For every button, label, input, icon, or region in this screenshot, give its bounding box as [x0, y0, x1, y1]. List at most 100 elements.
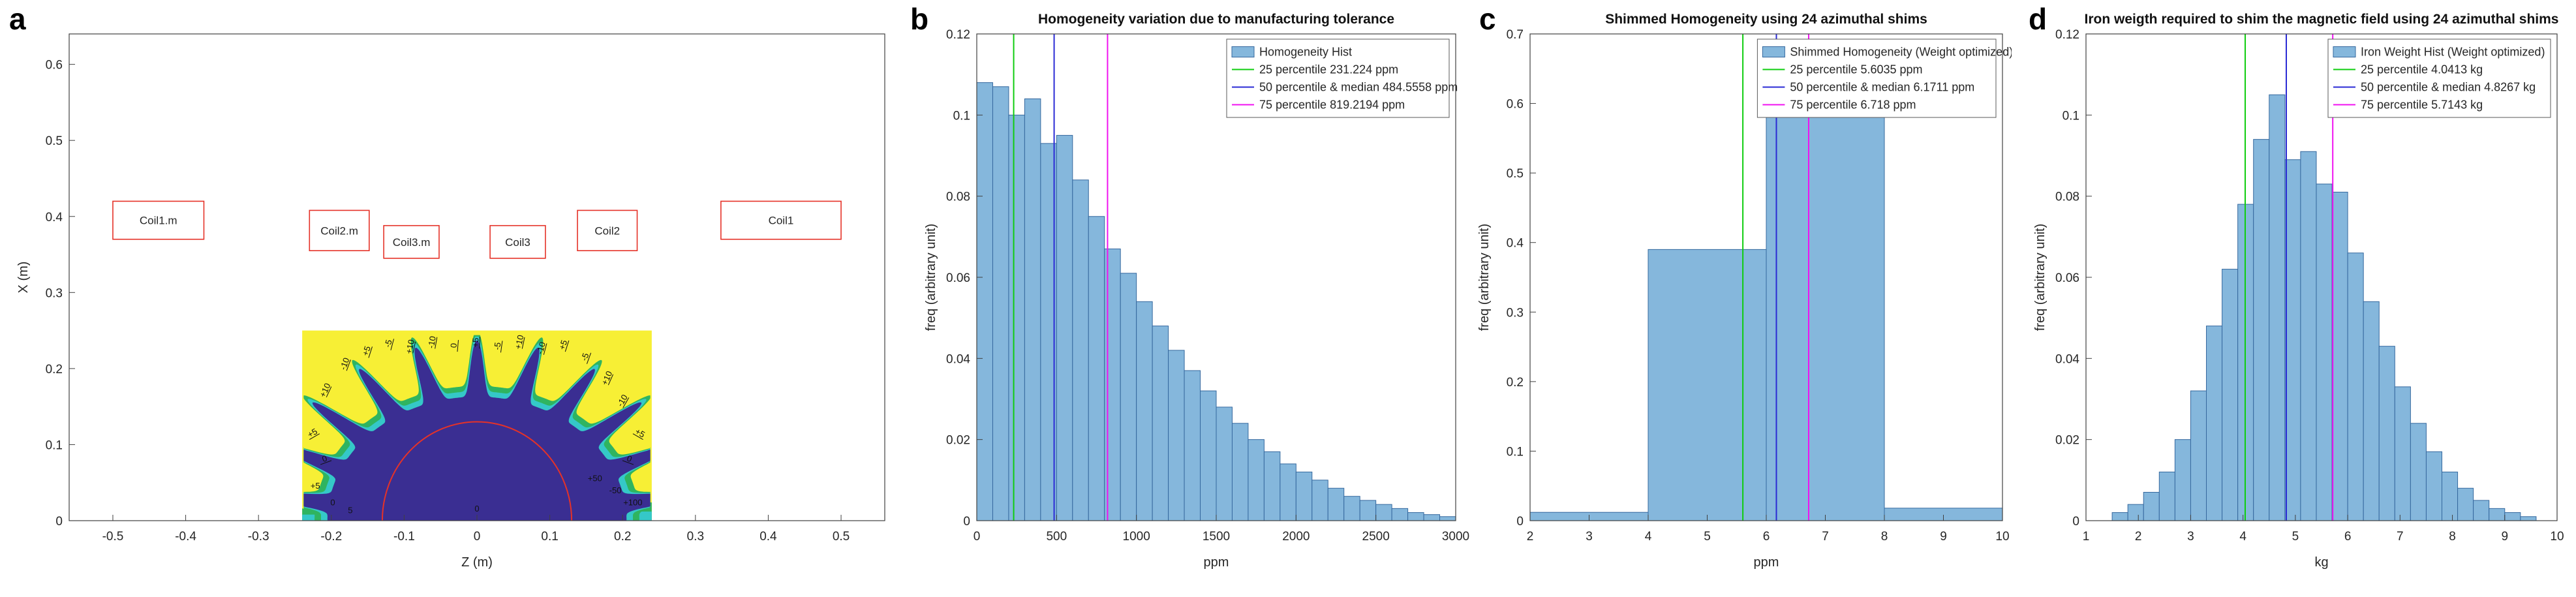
contour-label: -50 [609, 485, 622, 495]
histogram-bar [1295, 471, 1313, 521]
y-tick-label: 0.4 [1507, 237, 1524, 251]
x-axis-label: ppm [1754, 555, 1779, 570]
histogram-bar [2190, 390, 2207, 521]
histogram-bar [992, 86, 1009, 521]
x-tick-label: 3 [1586, 530, 1593, 543]
svg-text:+10: +10 [404, 339, 416, 355]
coil-outline [720, 200, 842, 240]
x-tick-label: 3 [2187, 530, 2194, 543]
legend-label: 25 percentile 5.6035 ppm [1790, 63, 1922, 76]
svg-text:+5: +5 [311, 481, 320, 491]
contour-label: -5 [492, 341, 502, 353]
y-tick-label: 0.3 [1507, 306, 1524, 320]
svg-text:0: 0 [626, 453, 634, 465]
histogram-bar [1766, 117, 1885, 521]
histogram-bar [1008, 114, 1025, 521]
y-tick-label: 0 [1516, 515, 1524, 528]
histogram-bar [976, 82, 993, 521]
x-tick-label: -0.4 [175, 530, 196, 543]
contour-label: +5 [557, 339, 570, 352]
histogram-bar [1375, 504, 1392, 521]
histogram-bar [2363, 301, 2380, 521]
y-axis-label: X (m) [16, 262, 31, 294]
x-tick-label: 7 [2397, 530, 2404, 543]
contour-label: +50 [588, 473, 602, 483]
contour-label: +5 [470, 337, 481, 349]
histogram-bar [2442, 471, 2459, 521]
legend-label: 25 percentile 4.0413 kg [2361, 63, 2483, 76]
histogram-bar [1280, 463, 1296, 521]
svg-text:-10: -10 [338, 356, 352, 371]
histogram-bar [2331, 191, 2348, 521]
x-tick-label: 5 [2292, 530, 2299, 543]
contour-label: +10 [404, 339, 416, 355]
svg-text:+5: +5 [470, 337, 481, 347]
contour-label: +5 [311, 481, 320, 491]
histogram-bar [2143, 491, 2160, 521]
svg-text:+50: +50 [588, 473, 602, 483]
legend-label: 25 percentile 231.224 ppm [1259, 63, 1398, 76]
y-tick-label: 0.5 [1507, 167, 1524, 181]
coil-label: Coil1.m [140, 215, 177, 227]
contour-label: +100 [623, 498, 642, 508]
legend: Shimmed Homogeneity (Weight optimized) 25… [1756, 38, 2012, 118]
coil-outline [489, 224, 546, 259]
x-tick-label: 0 [474, 530, 481, 543]
y-tick-label: 0.7 [1507, 28, 1524, 42]
coil-label: Coil1 [769, 215, 794, 227]
svg-text:0: 0 [330, 498, 335, 508]
coil-label: Coil2 [594, 224, 620, 237]
histogram-bars [976, 82, 1456, 521]
histogram-bar [2378, 346, 2395, 521]
legend-label: Iron Weight Hist (Weight optimized) [2361, 46, 2545, 59]
panel-letter-a: a [9, 2, 26, 36]
svg-text:+5: +5 [634, 426, 647, 439]
coil-outline [577, 209, 638, 252]
x-tick-label: 7 [1822, 530, 1829, 543]
panel-letter-b: b [910, 2, 929, 36]
contour-label: -10 [535, 341, 547, 355]
histogram-bar [1343, 496, 1360, 521]
x-axis-label: Z (m) [461, 555, 493, 570]
y-tick-label: 0.6 [1507, 98, 1524, 112]
homogeneity-histogram: 0 500 1000 1500 2000 2500 3000 0 0.02 0.04 0.06 0.0… [924, 12, 1469, 570]
legend-hist-swatch [2333, 46, 2356, 57]
histogram-bar [2394, 386, 2411, 521]
y-tick-label: 0.1 [953, 109, 970, 123]
x-tick-label: 1000 [1123, 530, 1150, 543]
y-axis-label: freq (arbitrary unit) [2033, 224, 2047, 331]
histogram-bar [2222, 269, 2239, 521]
histogram-bar [1152, 326, 1169, 521]
histogram-bar [1423, 514, 1441, 521]
shimmed-homogeneity-histogram: 2 3 4 5 6 7 8 9 10 0 0.1 0.2 0.3 0.4 0.5 0.6 0.7 Shimmed … [1477, 12, 2012, 570]
histogram-bar [2174, 439, 2191, 521]
x-tick-label: 9 [2501, 530, 2508, 543]
histogram-bar [1231, 423, 1249, 521]
x-tick-label: 2000 [1282, 530, 1310, 543]
y-tick-label: 0.12 [2055, 28, 2079, 42]
contour-label: 5 [348, 505, 352, 515]
x-tick-label: -0.3 [248, 530, 269, 543]
x-axis-label: ppm [1204, 555, 1229, 570]
svg-text:-50: -50 [609, 485, 622, 495]
svg-text:0: 0 [448, 343, 459, 348]
histogram-bar [2410, 423, 2427, 521]
histogram-bar [1327, 487, 1345, 521]
iron-weight-histogram: 1 2 3 4 5 6 7 8 9 10 0 0.02 0.04 0.06 0.08 0.1 0.12 Iron … [2033, 12, 2564, 570]
x-tick-label: 0 [974, 530, 981, 543]
y-tick-label: 0.08 [2055, 191, 2079, 204]
contour-label: +5 [360, 344, 373, 358]
contour-label: +5 [306, 426, 320, 440]
x-tick-label: 0.1 [541, 530, 558, 543]
x-tick-label: 1 [2083, 530, 2090, 543]
chart-title: Iron weigth required to shim the magneti… [2085, 12, 2559, 27]
y-tick-label: 0 [963, 515, 970, 528]
contour-label: -5 [579, 352, 592, 364]
contour-label: -10 [426, 335, 438, 349]
histogram-bar [2300, 151, 2317, 521]
histogram-bar [2127, 504, 2144, 521]
coil-outline [383, 224, 440, 259]
y-tick-label: 0.12 [946, 28, 970, 42]
x-tick-label: 0.2 [614, 530, 631, 543]
contour-label: 0 [622, 453, 634, 465]
